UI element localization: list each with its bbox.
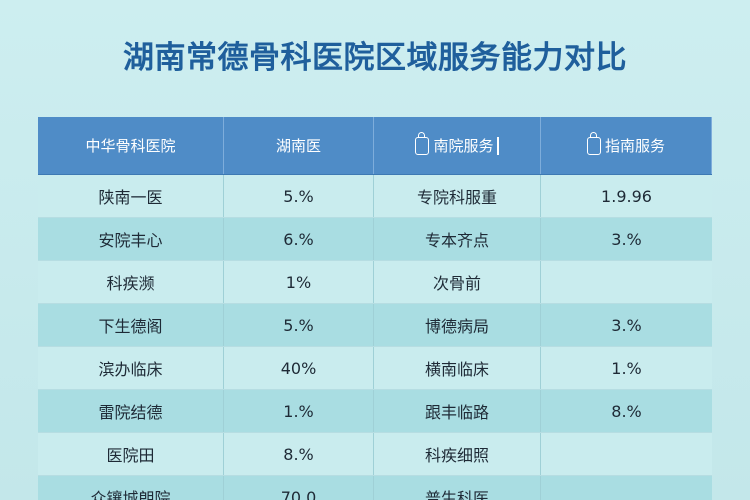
table-row: 滨办临床 40% 横南临床 1.% [38, 347, 712, 390]
row-6-col-1: 雷院结德 [38, 390, 224, 432]
row-2-col-4: 3.% [611, 229, 642, 249]
header-cell-3-label: 南院服务 [433, 137, 494, 155]
row-1-col-4: 1.9.96 [601, 186, 652, 206]
row-5-col-4: 1.% [611, 358, 642, 378]
header-cell-4: 指南服务 [541, 117, 712, 174]
row-4-col-2: 5.% [224, 304, 374, 346]
row-4-col-3: 博德病局 [374, 304, 541, 346]
row-3-col-1: 科疾濒 [38, 261, 224, 303]
lock-clipboard-icon [586, 131, 601, 155]
row-7-col-3: 科疾细照 [374, 433, 541, 475]
row-8-col-3: 普生科医 [374, 476, 541, 500]
header-cell-4-label: 指南服务 [604, 137, 665, 155]
row-1-col-1: 陕南一医 [38, 175, 224, 217]
row-5-col-3: 横南临床 [374, 347, 541, 389]
header-cell-3: 南院服务 [374, 117, 541, 174]
row-8-col-1: 众镶城朗院 [38, 476, 224, 500]
row-6-col-4: 8.% [611, 401, 642, 421]
row-1-col-3: 专院科服重 [374, 175, 541, 217]
row-7-col-2: 8.% [224, 433, 374, 475]
row-8-col-4 [541, 476, 712, 500]
row-4-col-1: 下生德阁 [38, 304, 224, 346]
lock-clipboard-icon [415, 131, 430, 155]
row-3-col-4 [541, 261, 712, 303]
row-6-col-3: 跟丰临路 [374, 390, 541, 432]
row-1-col-2: 5.% [224, 175, 374, 217]
row-2-col-2: 6.% [224, 218, 374, 260]
table-row: 雷院结德 1.% 跟丰临路 8.% [38, 390, 712, 433]
page-title: 湖南常德骨科医院区域服务能力对比 [123, 40, 627, 76]
row-3-col-2: 1% [224, 261, 374, 303]
row-6-col-2: 1.% [224, 390, 374, 432]
table-row: 科疾濒 1% 次骨前 [38, 261, 712, 304]
row-4-col-4: 3.% [611, 315, 642, 335]
header-cell-1: 中华骨科医院 [38, 117, 224, 174]
row-5-col-1: 滨办临床 [38, 347, 224, 389]
row-2-col-3: 专本齐点 [374, 218, 541, 260]
header-cell-2: 湖南医 [224, 117, 374, 174]
row-8-col-2: 70.0 [224, 476, 374, 500]
table-row: 安院丰心 6.% 专本齐点 3.% [38, 218, 712, 261]
row-7-col-1: 医院田 [38, 433, 224, 475]
row-3-col-3: 次骨前 [374, 261, 541, 303]
table-row: 众镶城朗院 70.0 普生科医 [38, 476, 712, 500]
row-7-col-4 [541, 433, 712, 475]
table-row: 医院田 8.% 科疾细照 [38, 433, 712, 476]
table-row: 下生德阁 5.% 博德病局 3.% [38, 304, 712, 347]
comparison-table: 中华骨科医院 湖南医 南院服务 指南服务 陕南一医 5.% 专院科服重 1.9.… [38, 117, 712, 500]
divider-mark [496, 136, 499, 155]
row-2-col-1: 安院丰心 [38, 218, 224, 260]
table-header-row: 中华骨科医院 湖南医 南院服务 指南服务 [38, 117, 712, 175]
row-5-col-2: 40% [224, 347, 374, 389]
table-row: 陕南一医 5.% 专院科服重 1.9.96 [38, 175, 712, 218]
